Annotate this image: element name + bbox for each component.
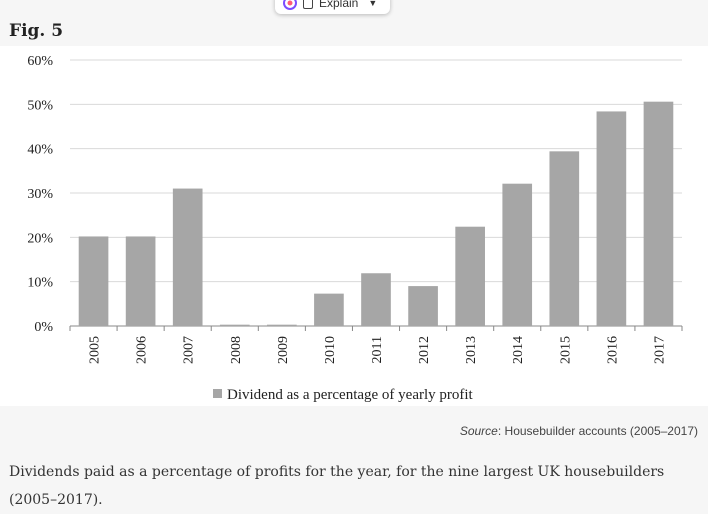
bar <box>219 324 250 326</box>
figure-caption: Dividends paid as a percentage of profit… <box>9 464 665 508</box>
y-tick-label: 20% <box>27 231 53 246</box>
bar <box>502 183 533 326</box>
legend-label: Dividend as a percentage of yearly profi… <box>227 387 474 403</box>
y-tick-label: 50% <box>27 98 53 113</box>
x-tick-label: 2014 <box>511 336 526 364</box>
x-tick-label: 2007 <box>182 336 197 364</box>
x-tick-label: 2011 <box>370 336 385 363</box>
x-tick-label: 2009 <box>276 336 291 364</box>
x-tick-label: 2017 <box>652 336 667 364</box>
chart-panel: 0% 10% 20% 30% 40% 50% 60% 2005 2006 2007 2008 2009… <box>0 46 708 406</box>
x-tick-label: 2016 <box>605 336 620 364</box>
source-note: Source: Housebuilder accounts (2005–2017… <box>460 424 698 438</box>
document-icon <box>303 0 313 9</box>
chevron-down-icon[interactable]: ▼ <box>368 0 378 8</box>
bar <box>172 188 203 326</box>
x-tick-label: 2008 <box>229 336 244 364</box>
y-tick-label: 40% <box>27 143 53 158</box>
x-tick-label: 2006 <box>135 336 150 364</box>
y-tick-label: 30% <box>27 187 53 202</box>
figure-label: Fig. 5 <box>9 21 64 41</box>
bar <box>267 324 297 326</box>
x-tick-label: 2005 <box>88 336 103 364</box>
explain-label[interactable]: Explain <box>319 0 359 10</box>
bar <box>455 226 485 326</box>
legend-swatch <box>213 389 222 398</box>
source-text: : Housebuilder accounts (2005–2017) <box>497 424 698 438</box>
y-tick-label: 0% <box>34 320 53 335</box>
bar <box>643 101 674 326</box>
bar <box>596 111 627 326</box>
bar <box>549 151 580 326</box>
bar <box>78 236 109 326</box>
y-tick-label: 60% <box>27 54 53 69</box>
bar <box>361 273 391 326</box>
x-tick-label: 2013 <box>464 336 479 364</box>
bar-chart: 0% 10% 20% 30% 40% 50% 60% 2005 2006 2007 2008 2009… <box>27 54 683 403</box>
x-tick-label: 2012 <box>417 336 432 364</box>
explain-popup[interactable]: Explain ▼ <box>275 0 390 14</box>
source-prefix: Source <box>459 424 498 438</box>
x-tick-label: 2010 <box>323 336 338 364</box>
bar <box>314 293 344 326</box>
bar <box>408 286 438 326</box>
bar <box>125 236 156 326</box>
x-tick-label: 2015 <box>558 336 573 364</box>
y-tick-label: 10% <box>27 276 53 291</box>
assistant-logo-icon <box>283 0 297 10</box>
